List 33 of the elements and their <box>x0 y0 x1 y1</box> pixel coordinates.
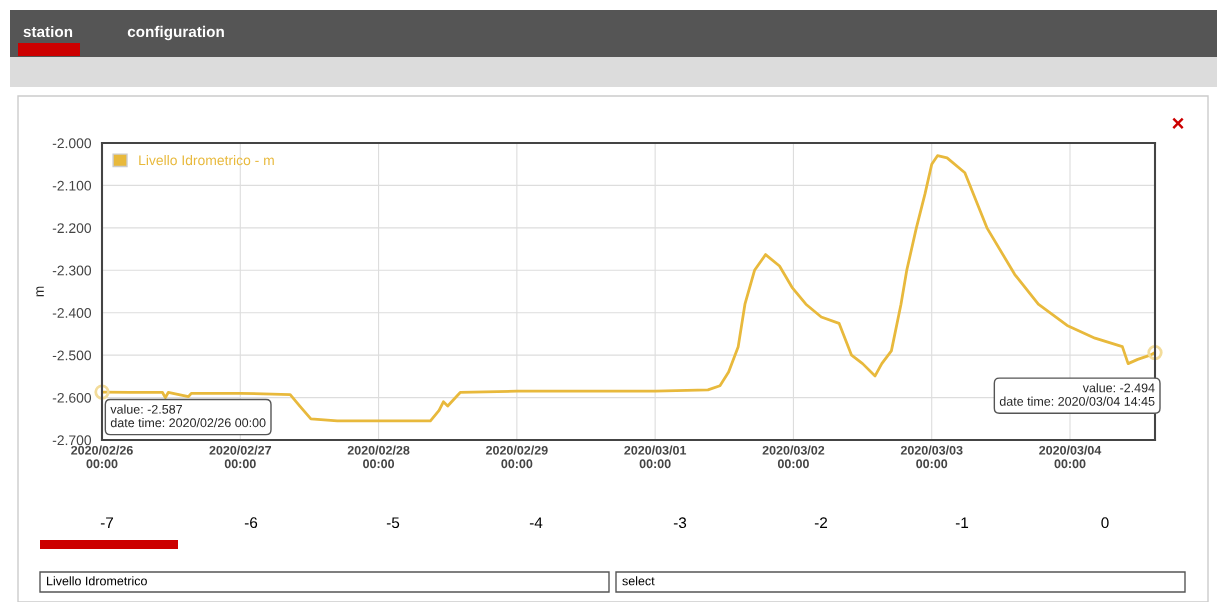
annotation: value: -2.587 date time: 2020/02/26 00:00 <box>110 404 266 428</box>
text: -7 <box>100 517 114 528</box>
y-axis-title: m <box>36 286 44 297</box>
y-tick-label: -2.400 <box>52 308 92 318</box>
text: Livello Idrometrico <box>47 576 147 586</box>
x-tick-label: 2020/02/29 00:00 <box>486 445 548 469</box>
text: × <box>1172 117 1184 129</box>
x-tick-label: 2020/02/28 00:00 <box>347 445 410 469</box>
y-tick-label: -2.200 <box>52 223 92 234</box>
text: -4 <box>529 517 543 528</box>
x-tick-label: 2020/03/04 00:00 <box>1039 445 1102 469</box>
y-tick-label: -2.700 <box>52 435 92 446</box>
text: select <box>622 576 655 586</box>
text: -6 <box>244 517 258 529</box>
x-tick-label: 2020/03/02 00:00 <box>762 445 825 469</box>
text: -2 <box>814 517 828 528</box>
x-tick-label: 2020/03/03 00:00 <box>900 445 963 469</box>
text: 0 <box>1101 517 1109 529</box>
text: -5 <box>386 517 400 529</box>
x-tick-label: 2020/02/26 00:00 <box>71 445 133 469</box>
x-tick-label: 2020/03/01 00:00 <box>624 445 687 469</box>
y-tick-label: -2.300 <box>52 265 92 276</box>
text: configuration <box>127 25 224 41</box>
y-tick-label: -2.600 <box>52 392 92 403</box>
text: -3 <box>673 517 687 529</box>
legend-label: Livello Idrometrico - m <box>139 155 274 166</box>
text: station <box>23 25 73 38</box>
y-tick-label: -2.100 <box>52 180 92 191</box>
x-tick-label: 2020/02/27 00:00 <box>209 445 272 469</box>
annotation: value: -2.494 date time: 2020/03/04 14:45 <box>999 383 1155 406</box>
y-tick-label: -2.500 <box>52 350 92 361</box>
text: -1 <box>955 517 969 528</box>
y-tick-label: -2.000 <box>52 138 92 149</box>
